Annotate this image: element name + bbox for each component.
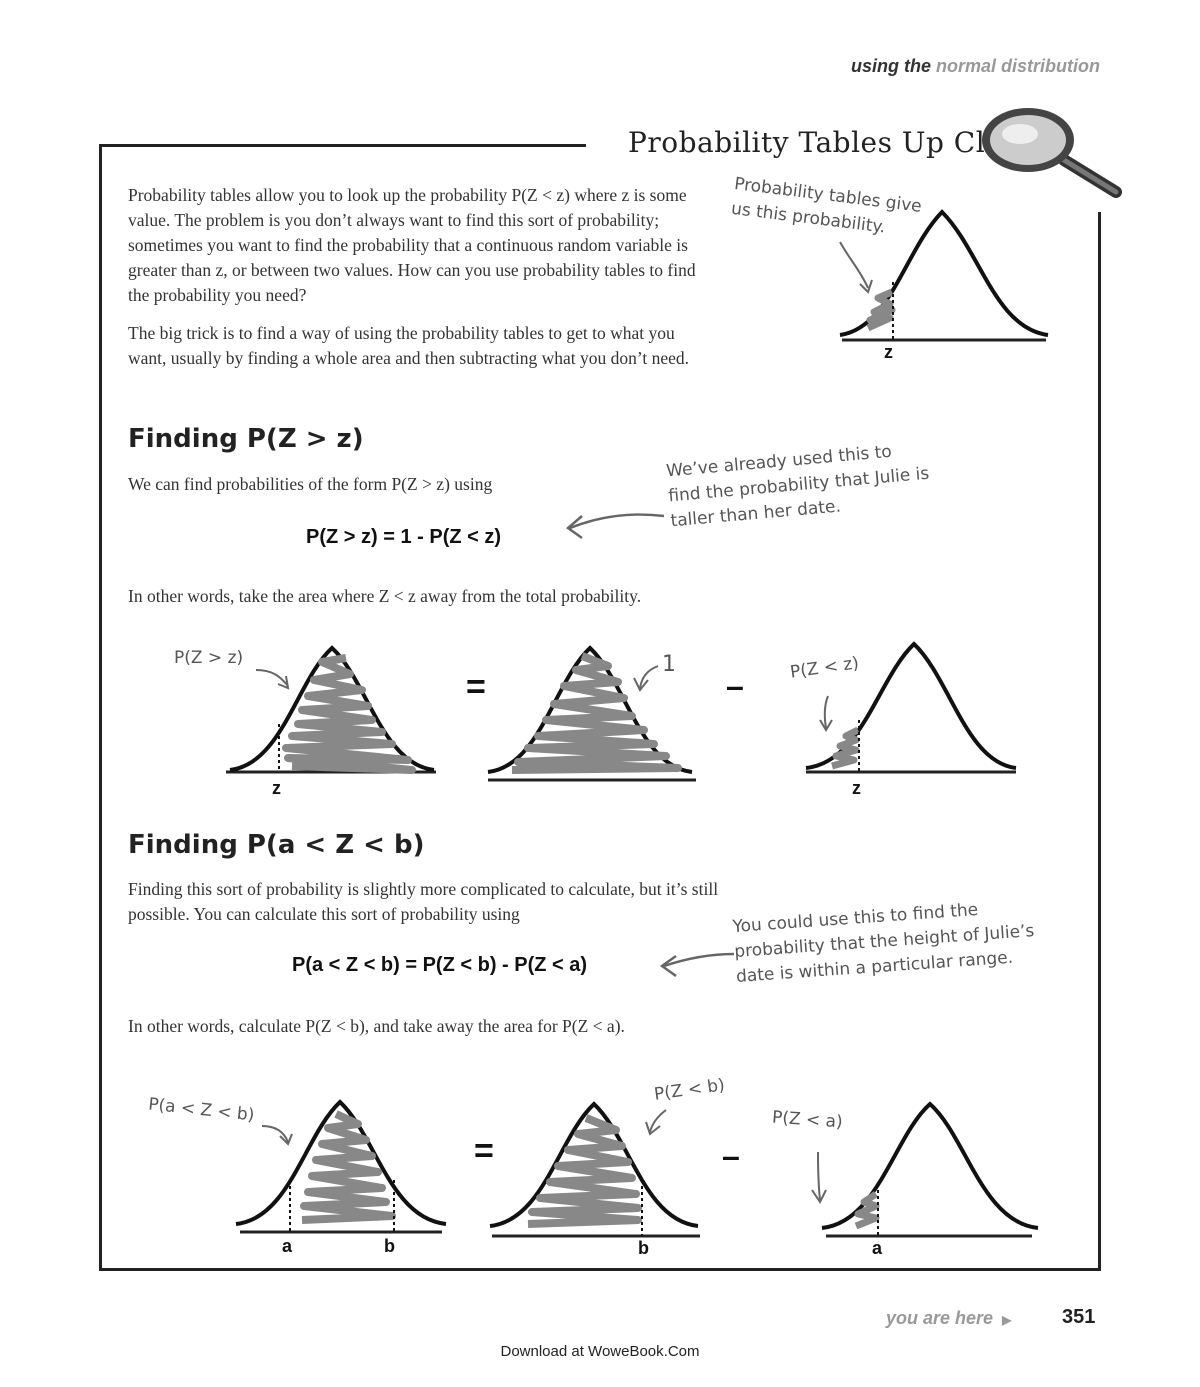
section2-note: You could use this to find the probabili… (731, 899, 1035, 987)
s1-z-left: z (272, 778, 281, 798)
s2-curve-left (235, 1099, 447, 1234)
intro-paragraph-2: The big trick is to find a way of using … (128, 323, 689, 368)
page-number: 351 (1062, 1306, 1096, 1328)
section1-note: We’ve already used this to find the prob… (665, 441, 931, 532)
intro-paragraph-1: Probability tables allow you to look up … (128, 185, 696, 305)
section1-text: We can find probabilities of the form P(… (128, 474, 493, 494)
s2-b-left: b (384, 1236, 395, 1256)
frame-border-right (1098, 212, 1101, 1271)
s2-a-right: a (872, 1238, 883, 1258)
section2-after: In other words, calculate P(Z < b), and … (128, 1016, 625, 1036)
triangle-right-icon: ▶ (1002, 1313, 1012, 1327)
s2-left-shading (300, 1110, 396, 1224)
s2-equals: = (474, 1132, 494, 1170)
s1-right-shading (831, 726, 860, 770)
section1-arrow (565, 513, 665, 540)
s2-curve-mid (489, 1101, 700, 1238)
s2-mid-shading (527, 1114, 642, 1228)
section2-heading: Finding P(a < Z < b) (128, 830, 425, 860)
section1-formula: P(Z > z) = 1 - P(Z < z) (306, 526, 502, 548)
s1-left-shading (282, 654, 416, 774)
section1-heading: Finding P(Z > z) (128, 424, 364, 454)
s1-z-right: z (852, 778, 861, 798)
top-normal-curve (839, 209, 1049, 342)
s2-curve-right (821, 1101, 1039, 1238)
download-credit: Download at WoweBook.Com (500, 1343, 700, 1360)
s2-right-arrow (811, 1151, 827, 1204)
s1-mid-shading (511, 652, 682, 774)
you-are-here-text: you are here (886, 1308, 994, 1328)
section2-formula: P(a < Z < b) = P(Z < b) - P(Z < a) (292, 954, 588, 976)
s1-label-left: P(Z > z) (174, 648, 244, 668)
header-prefix: using the (850, 56, 931, 76)
s2-minus: – (722, 1138, 740, 1174)
s1-equals: = (466, 668, 486, 706)
s1-curve-left (226, 645, 436, 774)
section1-after: In other words, take the area where Z < … (128, 586, 642, 606)
header-highlight: normal distribution (936, 56, 1100, 76)
frame-border-top (100, 144, 586, 147)
s2-a-left: a (282, 1236, 293, 1256)
frame-border-bottom (99, 1268, 1101, 1271)
magnifying-glass-icon (982, 108, 1122, 198)
box-title: Probability Tables Up Close (628, 126, 1035, 159)
s1-curve-right (805, 641, 1017, 774)
s1-label-mid: 1 (662, 652, 676, 677)
top-shaded-area (866, 288, 896, 332)
top-z-label: z (884, 342, 893, 362)
s2-b-mid: b (638, 1238, 649, 1258)
running-header: using the normal distribution (851, 56, 1100, 77)
s1-curve-mid (487, 645, 696, 782)
you-are-here-label: you are here ▶ (886, 1308, 1011, 1329)
frame-border-left (99, 144, 102, 1271)
s2-right-shading (854, 1191, 880, 1230)
section2-arrow (659, 952, 735, 978)
section2-text: Finding this sort of probability is slig… (128, 879, 719, 924)
s1-minus: – (726, 668, 744, 704)
